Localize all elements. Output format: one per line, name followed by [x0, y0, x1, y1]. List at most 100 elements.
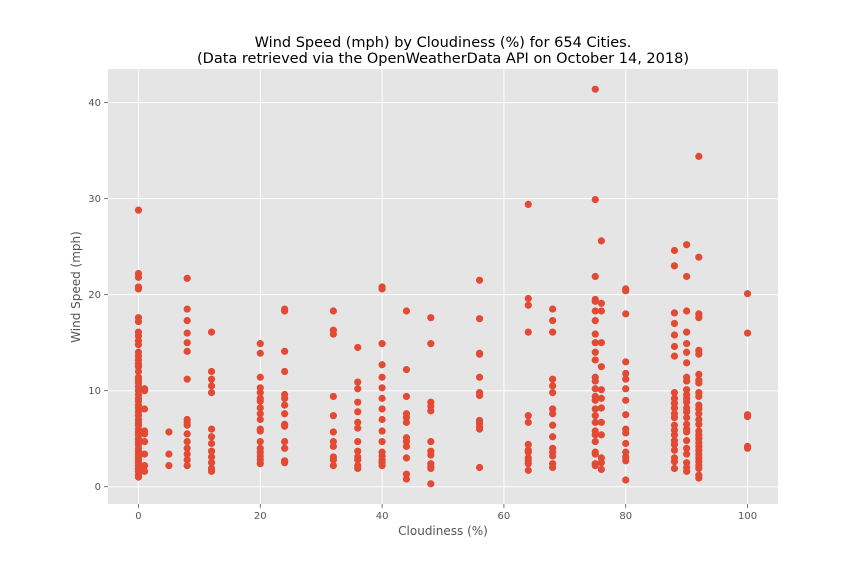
- data-point: [695, 420, 703, 428]
- data-point: [281, 410, 289, 418]
- data-point: [683, 467, 691, 475]
- data-point: [475, 391, 484, 400]
- chart-subtitle: (Data retrieved via the OpenWeatherData …: [197, 51, 689, 67]
- data-point: [683, 307, 691, 315]
- data-point: [695, 464, 703, 473]
- data-point: [622, 411, 630, 419]
- data-point: [670, 458, 679, 466]
- data-point: [140, 467, 149, 475]
- data-point: [670, 404, 679, 412]
- data-point: [670, 389, 679, 397]
- data-point: [743, 444, 752, 452]
- data-point: [427, 340, 435, 348]
- data-point: [281, 459, 289, 467]
- data-point: [378, 394, 386, 402]
- data-point: [475, 463, 484, 472]
- data-point: [183, 421, 191, 429]
- data-point: [256, 373, 264, 381]
- data-point: [207, 328, 216, 336]
- data-point: [670, 342, 679, 351]
- data-point: [354, 398, 362, 406]
- x-tick-label: 20: [254, 511, 267, 522]
- data-point: [329, 412, 337, 420]
- data-point: [281, 422, 289, 430]
- data-point: [524, 294, 532, 303]
- data-point: [683, 272, 691, 281]
- data-point: [256, 437, 264, 446]
- chart-title: Wind Speed (mph) by Cloudiness (%) for 6…: [255, 35, 632, 51]
- data-point: [622, 476, 630, 484]
- data-point: [207, 439, 216, 448]
- data-point: [183, 339, 191, 347]
- data-point: [670, 352, 679, 360]
- data-point: [140, 461, 149, 470]
- data-point: [183, 456, 191, 464]
- data-point: [743, 413, 752, 421]
- data-point: [207, 447, 216, 455]
- data-point: [207, 433, 216, 441]
- data-point: [597, 404, 605, 412]
- data-point: [183, 461, 191, 470]
- data-point: [549, 421, 557, 429]
- x-tick-label: 60: [498, 511, 511, 522]
- data-point: [354, 456, 362, 464]
- data-point: [591, 316, 599, 325]
- data-point: [281, 307, 289, 315]
- data-point: [165, 428, 173, 436]
- data-point: [256, 389, 264, 397]
- data-point: [695, 350, 703, 358]
- data-point: [140, 430, 149, 438]
- data-point: [207, 425, 216, 433]
- data-point: [695, 370, 703, 378]
- data-point: [695, 410, 703, 418]
- data-point: [354, 385, 362, 393]
- y-tick-label: 0: [95, 482, 101, 493]
- data-point: [256, 349, 264, 357]
- data-point: [140, 437, 149, 446]
- data-point: [329, 428, 337, 436]
- data-point: [140, 405, 149, 413]
- data-point: [354, 464, 362, 473]
- data-point: [378, 427, 386, 435]
- data-point: [683, 359, 691, 367]
- data-point: [207, 367, 216, 376]
- data-point: [354, 418, 362, 426]
- data-point: [378, 373, 386, 381]
- data-point: [165, 450, 173, 458]
- data-point: [402, 475, 411, 483]
- y-tick-label: 30: [88, 194, 101, 205]
- data-point: [329, 461, 337, 470]
- data-point: [743, 329, 752, 337]
- data-point: [134, 206, 143, 214]
- data-point: [524, 440, 532, 449]
- data-point: [281, 401, 289, 409]
- data-point: [683, 408, 691, 416]
- data-point: [354, 437, 362, 446]
- data-point: [378, 361, 386, 369]
- data-point: [591, 356, 599, 364]
- data-point: [695, 152, 703, 160]
- data-point: [354, 424, 362, 432]
- data-point: [183, 274, 191, 282]
- data-point: [549, 305, 557, 313]
- data-point: [670, 262, 679, 270]
- data-point: [207, 453, 216, 461]
- data-point: [134, 340, 143, 349]
- data-point: [549, 410, 557, 418]
- data-point: [183, 329, 191, 337]
- plot-background: [108, 69, 778, 504]
- x-axis-label: Cloudiness (%): [398, 524, 488, 538]
- data-points: [134, 85, 752, 488]
- data-point: [597, 465, 605, 474]
- data-point: [670, 413, 679, 422]
- data-point: [354, 408, 362, 416]
- data-point: [549, 452, 557, 460]
- x-tick-label: 0: [135, 511, 141, 522]
- data-point: [597, 237, 605, 245]
- data-point: [622, 358, 630, 366]
- data-point: [591, 385, 599, 393]
- data-point: [475, 373, 484, 381]
- data-point: [207, 467, 216, 475]
- data-point: [591, 396, 599, 404]
